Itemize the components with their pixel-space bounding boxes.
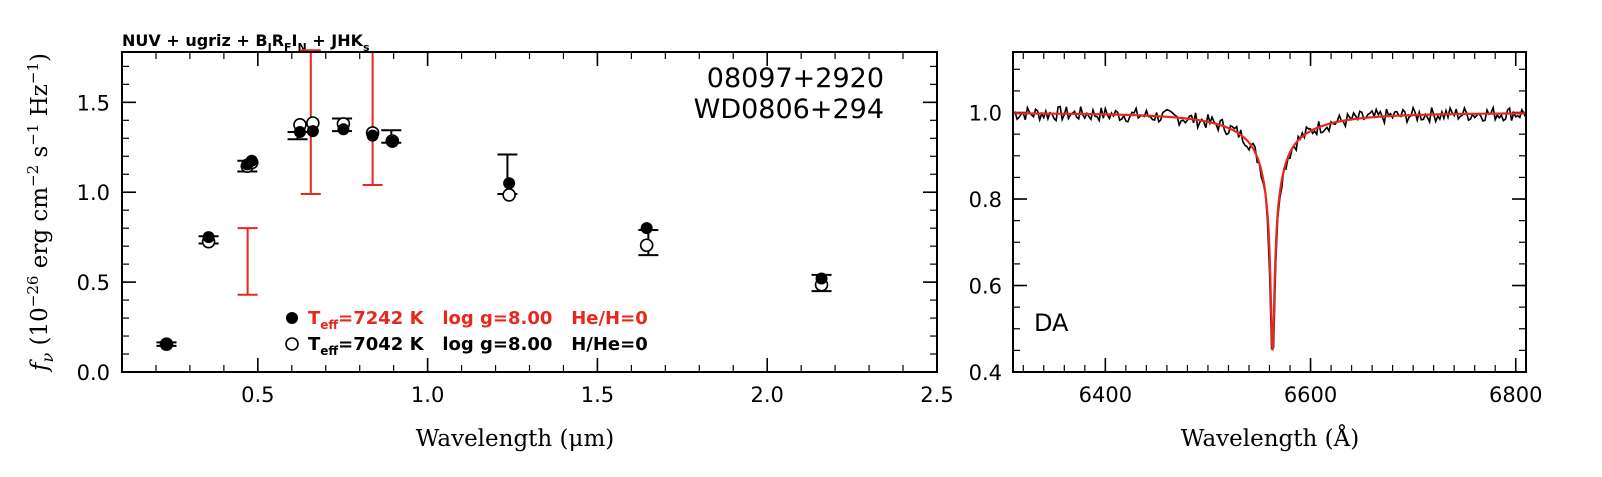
model-point-filled	[503, 177, 516, 190]
photometry-error-bar	[362, 51, 383, 187]
spectrum-axis-ticks: 6400 6600 6800 0.4 0.6 0.8 1.0	[969, 52, 1542, 407]
legend-marker-filled	[286, 312, 298, 324]
legend-marker-open	[285, 337, 299, 351]
spec-x-tick-label: 6800	[1489, 383, 1542, 407]
legend-entry-model-h: Teff=7242 K log g=8.00 He/H=0	[308, 308, 648, 332]
model-point-filled	[640, 222, 653, 235]
model-point-filled	[306, 125, 319, 138]
model-point-filled	[160, 338, 173, 351]
sed-data-marks	[156, 49, 832, 351]
object-id-sdss: 08097+2920	[707, 63, 884, 94]
sed-y-axis-label: fν (10−26 erg cm−2 s−1 Hz−1)	[24, 53, 57, 373]
model-point-filled	[202, 231, 215, 244]
model-point-filled	[386, 135, 399, 148]
spec-y-tick-label: 1.0	[969, 102, 1002, 126]
sed-x-tick-label: 1.5	[581, 383, 614, 407]
sed-x-tick-label: 2.0	[751, 383, 784, 407]
spec-x-tick-label: 6600	[1284, 383, 1337, 407]
model-point-open	[639, 238, 654, 253]
photometry-error-bar	[237, 227, 258, 296]
model-point-filled	[337, 123, 350, 136]
sed-y-tick-label: 1.0	[77, 181, 110, 205]
sed-legend: Teff=7242 K log g=8.00 He/H=0 Teff=7042 …	[285, 308, 648, 358]
sed-y-tick-label: 0.0	[77, 361, 110, 385]
sed-y-tick-label: 0.5	[77, 271, 110, 295]
spec-y-tick-label: 0.6	[969, 275, 1002, 299]
spec-x-tick-label: 6400	[1079, 383, 1132, 407]
model-point-filled	[366, 129, 379, 142]
sed-x-axis-label: Wavelength (μm)	[416, 426, 615, 452]
sed-x-tick-label: 2.5	[920, 383, 953, 407]
photometry-bands-label: NUV + ugriz + BJRFIN + JHKs	[122, 31, 370, 54]
sed-axis-ticks: 0.5 1.0 1.5 2.0 2.5 0.0 0.5 1.0 1.5	[77, 52, 954, 407]
model-point-open	[502, 188, 516, 202]
model-point-filled	[245, 154, 258, 167]
object-id-wd: WD0806+294	[694, 94, 884, 125]
sed-x-tick-label: 1.0	[411, 383, 444, 407]
spectrum-plot-frame	[1012, 51, 1527, 373]
model-point-filled	[293, 126, 306, 138]
legend-entry-model-he: Teff=7042 K log g=8.00 H/He=0	[308, 334, 648, 358]
spectrum-x-axis-label: Wavelength (Å)	[1181, 424, 1359, 452]
spec-y-tick-label: 0.8	[969, 188, 1002, 212]
sed-y-tick-label: 1.5	[77, 91, 110, 115]
model-point-filled	[815, 272, 828, 285]
model-spectrum-line	[1013, 112, 1526, 351]
spectrum-panel: 6400 6600 6800 0.4 0.6 0.8 1.0 DA Wavelength (…	[969, 51, 1542, 452]
sed-plot-frame	[121, 51, 938, 373]
spectral-type-label: DA	[1034, 309, 1069, 337]
sed-x-tick-label: 0.5	[241, 383, 274, 407]
spec-y-tick-label: 0.4	[969, 361, 1002, 385]
sed-panel: NUV + ugriz + BJRFIN + JHKs 0.5 1.0 1.5 2.0…	[24, 31, 954, 452]
